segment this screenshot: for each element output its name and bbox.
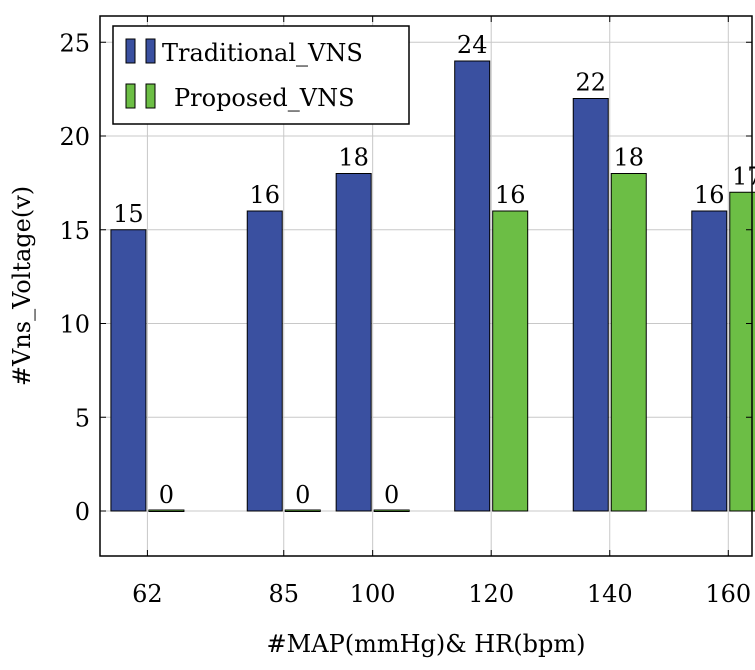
y-tick-label: 5 — [75, 404, 90, 432]
data-label: 16 — [495, 181, 526, 209]
legend-box — [112, 25, 410, 125]
data-label: 16 — [249, 181, 280, 209]
data-label: 22 — [575, 69, 606, 97]
y-tick-label: 25 — [59, 29, 90, 57]
legend-swatch — [125, 83, 136, 109]
legend-label-traditional: Traditional_VNS — [162, 39, 363, 67]
bar-proposed-85 — [284, 509, 321, 512]
data-labels: 15 16 18 24 22 16 0 0 0 16 18 17 — [113, 31, 755, 509]
legend: Traditional_VNS Proposed_VNS — [112, 25, 410, 125]
bar-proposed-160 — [729, 191, 755, 512]
x-tick-label: 120 — [468, 580, 514, 608]
data-label: 18 — [613, 144, 644, 172]
data-label: 0 — [159, 481, 174, 509]
legend-entry-traditional: Traditional_VNS — [125, 38, 363, 67]
y-tick-label: 0 — [75, 498, 90, 526]
bar-traditional-140 — [572, 98, 609, 512]
data-label: 15 — [113, 200, 144, 228]
legend-entry-proposed: Proposed_VNS — [125, 83, 355, 112]
legend-swatch — [145, 38, 156, 64]
bar-traditional-100 — [335, 173, 372, 512]
plot-frame — [99, 15, 753, 557]
bar-traditional-85 — [246, 210, 283, 512]
data-label: 0 — [384, 481, 399, 509]
y-tick-label: 20 — [59, 123, 90, 151]
data-label: 18 — [338, 144, 369, 172]
bar-traditional-160 — [691, 210, 728, 512]
y-axis: 0 5 10 15 20 25 — [59, 29, 752, 526]
y-tick-label: 10 — [59, 311, 90, 339]
x-axis: 62 85 100 120 140 160 — [132, 16, 751, 608]
bar-proposed-120 — [492, 210, 529, 512]
bar-proposed-140 — [610, 173, 647, 512]
bar-traditional-62 — [110, 229, 147, 512]
bars — [110, 60, 755, 512]
data-label: 16 — [694, 181, 725, 209]
x-tick-label: 62 — [132, 580, 163, 608]
x-tick-label: 140 — [587, 580, 633, 608]
bar-proposed-62 — [148, 509, 185, 512]
x-tick-label: 160 — [705, 580, 751, 608]
bar-traditional-120 — [454, 60, 491, 512]
legend-swatch — [145, 83, 156, 109]
legend-label-proposed: Proposed_VNS — [174, 84, 355, 112]
y-axis-title: #Vns_Voltage(v) — [8, 186, 36, 386]
x-tick-label: 100 — [350, 580, 396, 608]
x-axis-title: #MAP(mmHg)& HR(bpm) — [267, 630, 586, 658]
y-tick-label: 15 — [59, 217, 90, 245]
legend-swatch — [125, 38, 136, 64]
data-label: 24 — [457, 31, 488, 59]
data-label: 0 — [295, 481, 310, 509]
x-tick-label: 85 — [268, 580, 299, 608]
bar-proposed-100 — [373, 509, 410, 512]
data-label: 17 — [732, 162, 755, 190]
